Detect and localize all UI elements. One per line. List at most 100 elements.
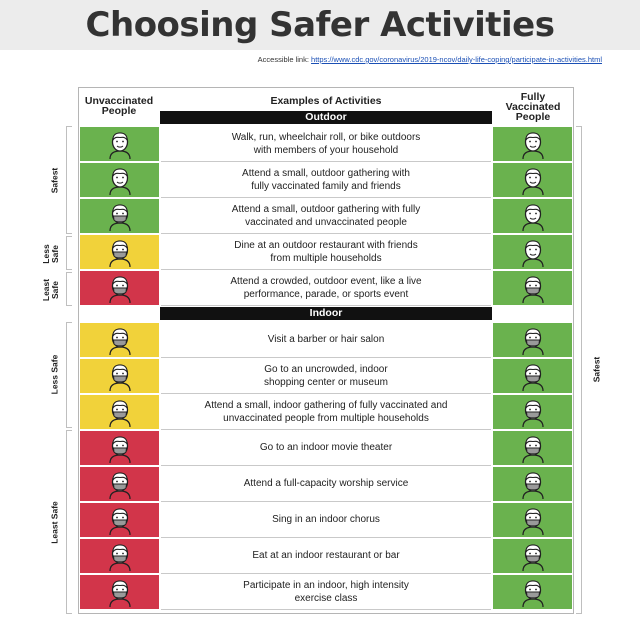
activity-text-line: Sing in an indoor chorus [272, 514, 380, 525]
activity-row: Walk, run, wheelchair roll, or bike outd… [79, 126, 573, 162]
activity-text-line: Participate in an indoor, high intensity [243, 579, 409, 591]
activity-text-line: Visit a barber or hair salon [267, 334, 385, 345]
activity-row: Eat at an indoor restaurant or bar [79, 538, 573, 574]
vaccinated-risk-cell [493, 127, 572, 161]
vaccinated-risk-cell [493, 235, 572, 269]
activity-text-line: Attend a small, outdoor gathering with f… [231, 203, 421, 215]
bracket-least-safe [66, 272, 72, 306]
masked-person-icon [521, 276, 544, 303]
activity-description: Attend a small, indoor gathering of full… [161, 394, 491, 430]
header-unvaccinated: Unvaccinated People [84, 95, 154, 117]
page-title: Choosing Safer Activities [85, 5, 555, 45]
side-label-least-safe-indoor: Least Safe [49, 501, 60, 544]
masked-person-icon [521, 544, 544, 571]
person-icon [108, 168, 131, 195]
activity-text-line: Attend a crowded, outdoor event, like a … [230, 275, 422, 287]
activity-row: Attend a small, outdoor gathering with fu… [79, 162, 573, 198]
side-label-less-safe-indoor: Less Safe [49, 354, 60, 395]
unvaccinated-risk-cell [80, 431, 159, 465]
masked-person-icon [521, 328, 544, 355]
activity-description: Go to an uncrowded, indoor shopping cente… [161, 358, 491, 394]
activity-text-line: Go to an uncrowded, indoor [264, 363, 388, 375]
masked-person-icon [108, 580, 131, 607]
masked-person-icon [108, 508, 131, 535]
activity-row: Visit a barber or hair salon [79, 322, 573, 358]
activity-text-line: vaccinated and unvaccinated people [245, 216, 407, 228]
masked-person-icon [108, 204, 131, 231]
person-icon [521, 240, 544, 267]
unvaccinated-risk-cell [80, 199, 159, 233]
masked-person-icon [108, 364, 131, 391]
vaccinated-risk-cell [493, 431, 572, 465]
vaccinated-risk-cell [493, 199, 572, 233]
masked-person-icon [521, 472, 544, 499]
bracket-safest [66, 126, 72, 234]
person-icon [521, 168, 544, 195]
vaccinated-risk-cell [493, 539, 572, 573]
unvaccinated-risk-cell [80, 539, 159, 573]
activity-description: Walk, run, wheelchair roll, or bike outd… [161, 126, 491, 162]
activity-description: Attend a small, outdoor gathering with fu… [161, 162, 491, 198]
header-vaccinated: Fully Vaccinated People [505, 91, 561, 123]
side-label-less-safe: Less Safe [41, 244, 60, 264]
section-indoor: Indoor [160, 307, 492, 320]
masked-person-icon [521, 364, 544, 391]
masked-person-icon [108, 240, 131, 267]
accessible-url-link[interactable]: https://www.cdc.gov/coronavirus/2019-nco… [311, 55, 602, 64]
masked-person-icon [108, 276, 131, 303]
bracket-less-safe-indoor [66, 322, 72, 428]
activity-text-line: performance, parade, or sports event [243, 288, 409, 300]
masked-person-icon [521, 400, 544, 427]
masked-person-icon [108, 328, 131, 355]
unvaccinated-risk-cell [80, 323, 159, 357]
activity-description: Participate in an indoor, high intensity… [161, 574, 491, 610]
activity-text-line: Attend a full-capacity worship service [243, 478, 409, 489]
activities-table [78, 87, 574, 614]
activity-description: Visit a barber or hair salon [161, 322, 491, 358]
unvaccinated-risk-cell [80, 271, 159, 305]
masked-person-icon [521, 508, 544, 535]
vaccinated-risk-cell [493, 575, 572, 609]
activity-description: Eat at an indoor restaurant or bar [161, 538, 491, 574]
vaccinated-risk-cell [493, 323, 572, 357]
unvaccinated-risk-cell [80, 127, 159, 161]
activity-row: Attend a full-capacity worship service [79, 466, 573, 502]
person-icon [521, 132, 544, 159]
activity-text-line: shopping center or museum [264, 376, 388, 388]
vaccinated-risk-cell [493, 359, 572, 393]
activity-text-line: Dine at an outdoor restaurant with frien… [234, 239, 418, 251]
masked-person-icon [108, 472, 131, 499]
side-label-right-safest: Safest [591, 356, 602, 383]
activity-text-line: Walk, run, wheelchair roll, or bike outd… [231, 131, 421, 143]
activity-row: Dine at an outdoor restaurant with frien… [79, 234, 573, 270]
bracket-least-safe-indoor [66, 430, 72, 614]
vaccinated-risk-cell [493, 467, 572, 501]
activity-description: Sing in an indoor chorus [161, 502, 491, 538]
unvaccinated-risk-cell [80, 467, 159, 501]
activity-text-line: Eat at an indoor restaurant or bar [252, 550, 400, 561]
unvaccinated-risk-cell [80, 163, 159, 197]
activity-text-line: unvaccinated people from multiple househ… [223, 412, 429, 424]
vaccinated-risk-cell [493, 271, 572, 305]
vaccinated-risk-cell [493, 395, 572, 429]
person-icon [521, 204, 544, 231]
unvaccinated-risk-cell [80, 395, 159, 429]
unvaccinated-risk-cell [80, 235, 159, 269]
activity-description: Go to an indoor movie theater [161, 430, 491, 466]
masked-person-icon [521, 436, 544, 463]
activity-description: Dine at an outdoor restaurant with frien… [161, 234, 491, 270]
activity-text-line: exercise class [294, 592, 358, 604]
unvaccinated-risk-cell [80, 503, 159, 537]
activity-row: Attend a small, outdoor gathering with f… [79, 198, 573, 234]
activity-description: Attend a full-capacity worship service [161, 466, 491, 502]
activity-text-line: Attend a small, outdoor gathering with [242, 167, 410, 179]
person-icon [108, 132, 131, 159]
activity-description: Attend a small, outdoor gathering with f… [161, 198, 491, 234]
activity-text-line: fully vaccinated family and friends [251, 180, 401, 192]
masked-person-icon [108, 400, 131, 427]
activity-row: Go to an uncrowded, indoor shopping cente… [79, 358, 573, 394]
header-examples: Examples of Activities [270, 95, 382, 107]
unvaccinated-risk-cell [80, 359, 159, 393]
unvaccinated-risk-cell [80, 575, 159, 609]
activity-text-line: Go to an indoor movie theater [259, 442, 393, 453]
